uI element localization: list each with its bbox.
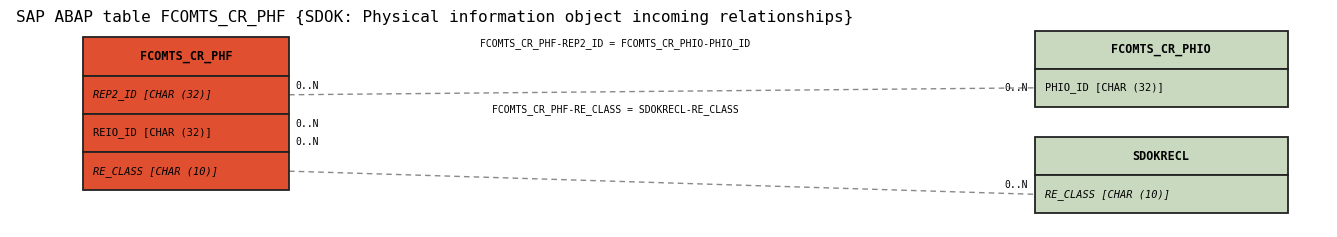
Text: 0..N: 0..N bbox=[295, 137, 320, 147]
Text: 0..N: 0..N bbox=[1004, 180, 1028, 190]
Text: FCOMTS_CR_PHF-RE_CLASS = SDOKRECL-RE_CLASS: FCOMTS_CR_PHF-RE_CLASS = SDOKRECL-RE_CLA… bbox=[492, 104, 738, 115]
Text: 0..N: 0..N bbox=[295, 81, 320, 91]
Text: PHIO_ID [CHAR (32)]: PHIO_ID [CHAR (32)] bbox=[1046, 82, 1165, 93]
Text: FCOMTS_CR_PHIO: FCOMTS_CR_PHIO bbox=[1111, 43, 1211, 56]
FancyBboxPatch shape bbox=[83, 114, 289, 152]
FancyBboxPatch shape bbox=[1035, 69, 1288, 107]
Text: REP2_ID [CHAR (32)]: REP2_ID [CHAR (32)] bbox=[94, 89, 213, 100]
FancyBboxPatch shape bbox=[1035, 137, 1288, 175]
Text: RE_CLASS [CHAR (10)]: RE_CLASS [CHAR (10)] bbox=[1046, 189, 1170, 200]
Text: 0..N: 0..N bbox=[1004, 83, 1028, 93]
Text: FCOMTS_CR_PHF: FCOMTS_CR_PHF bbox=[139, 50, 233, 63]
FancyBboxPatch shape bbox=[83, 76, 289, 114]
Text: REIO_ID [CHAR (32)]: REIO_ID [CHAR (32)] bbox=[94, 128, 213, 138]
Text: RE_CLASS [CHAR (10)]: RE_CLASS [CHAR (10)] bbox=[94, 166, 218, 177]
Text: FCOMTS_CR_PHF-REP2_ID = FCOMTS_CR_PHIO-PHIO_ID: FCOMTS_CR_PHF-REP2_ID = FCOMTS_CR_PHIO-P… bbox=[480, 38, 750, 49]
Text: SDOKRECL: SDOKRECL bbox=[1132, 150, 1190, 163]
Text: SAP ABAP table FCOMTS_CR_PHF {SDOK: Physical information object incoming relatio: SAP ABAP table FCOMTS_CR_PHF {SDOK: Phys… bbox=[16, 10, 853, 26]
FancyBboxPatch shape bbox=[1035, 31, 1288, 69]
FancyBboxPatch shape bbox=[83, 37, 289, 76]
Text: 0..N: 0..N bbox=[295, 119, 320, 129]
FancyBboxPatch shape bbox=[83, 152, 289, 190]
FancyBboxPatch shape bbox=[1035, 175, 1288, 213]
